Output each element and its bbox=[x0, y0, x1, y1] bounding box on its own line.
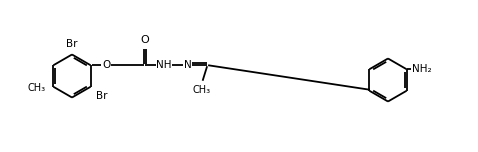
Text: O: O bbox=[102, 60, 110, 70]
Text: N: N bbox=[184, 60, 192, 70]
Text: NH₂: NH₂ bbox=[412, 64, 432, 74]
Text: CH₃: CH₃ bbox=[193, 85, 211, 95]
Text: O: O bbox=[141, 35, 150, 45]
Text: Br: Br bbox=[66, 39, 78, 49]
Text: Br: Br bbox=[96, 91, 108, 101]
Text: CH₃: CH₃ bbox=[28, 83, 46, 93]
Text: NH: NH bbox=[156, 60, 172, 70]
